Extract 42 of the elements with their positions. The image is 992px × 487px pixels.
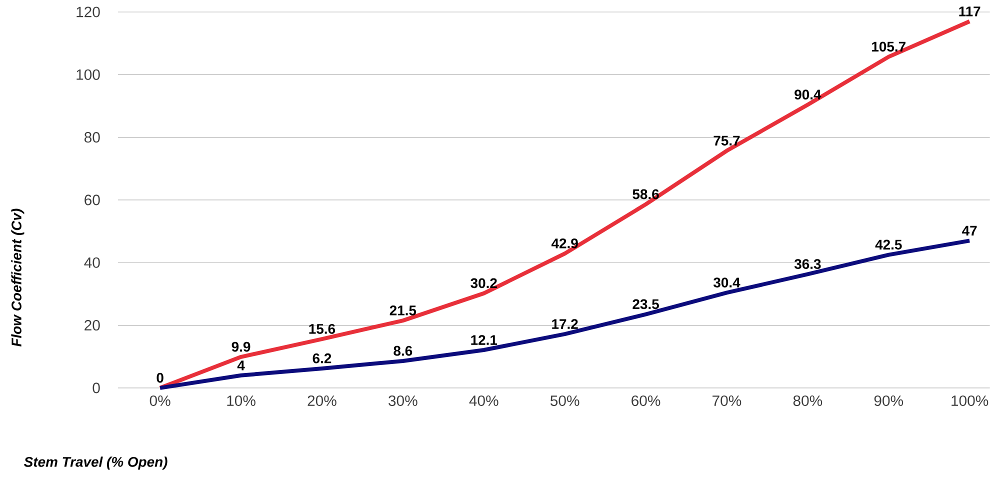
- x-tick-label: 40%: [469, 395, 498, 406]
- data-label: 30.2: [470, 278, 497, 288]
- line-series: [158, 238, 972, 390]
- x-tick-label: 0%: [150, 395, 170, 406]
- y-tick-label: 40: [84, 257, 100, 268]
- data-label: 23.5: [632, 299, 659, 310]
- x-tick-label: 90%: [874, 395, 904, 406]
- x-tick-label: 30%: [388, 395, 418, 406]
- data-label: 0: [156, 372, 164, 383]
- x-axis-title: Stem Travel (% Open): [24, 456, 168, 470]
- y-tick-label: 20: [84, 320, 100, 331]
- x-tick-label: 80%: [793, 395, 822, 406]
- x-tick-label: 60%: [632, 395, 660, 406]
- data-label: 36.3: [794, 259, 821, 270]
- y-tick-label: 120: [76, 6, 100, 18]
- data-label: 21.5: [390, 306, 416, 316]
- x-tick-label: 20%: [308, 395, 336, 406]
- data-label: 105.7: [872, 42, 906, 52]
- x-tick-label: 100%: [952, 395, 988, 406]
- data-label: 8.6: [394, 346, 412, 356]
- data-label: 117: [959, 6, 980, 16]
- data-label: 17.2: [552, 319, 578, 329]
- y-tick-label: 0: [92, 382, 100, 394]
- y-tick-label: 100: [76, 69, 100, 80]
- x-tick-label: 70%: [712, 395, 742, 406]
- y-axis-title: Flow Coefficient (Cv): [11, 208, 24, 347]
- data-label: 4: [237, 360, 245, 370]
- data-label: 75.7: [714, 136, 740, 146]
- data-label: 9.9: [232, 342, 250, 352]
- data-label: 42.9: [551, 238, 578, 248]
- data-label: 30.4: [713, 278, 740, 288]
- data-label: 15.6: [309, 324, 336, 334]
- data-label: 42.5: [875, 240, 902, 250]
- y-tick-label: 80: [84, 132, 100, 143]
- data-label: 58.6: [632, 189, 659, 200]
- x-tick-label: 50%: [550, 395, 580, 406]
- x-tick-label: 10%: [227, 395, 256, 406]
- y-tick-label: 60: [84, 194, 100, 206]
- data-label: 6.2: [312, 353, 332, 364]
- data-label: 47: [962, 226, 977, 236]
- data-label: 12.1: [471, 335, 498, 345]
- data-label: 90.4: [794, 90, 822, 100]
